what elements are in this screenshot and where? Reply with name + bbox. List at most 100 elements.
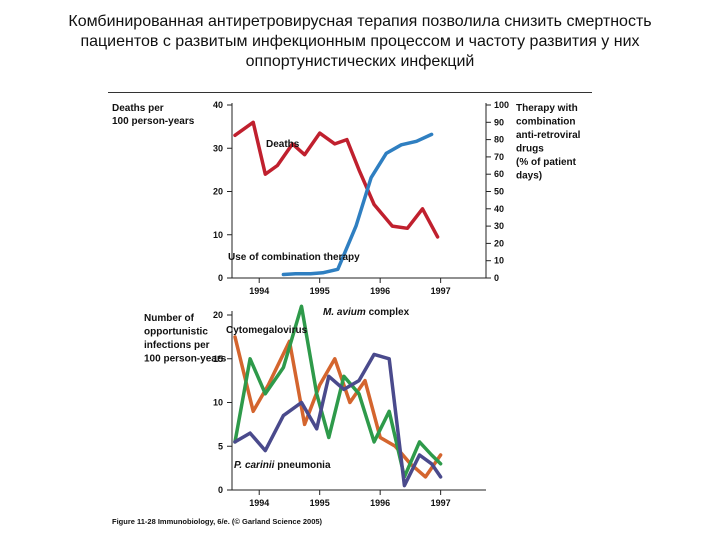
m-avium-series-point	[357, 392, 361, 395]
left-y-axis-label: Deaths per	[112, 103, 164, 114]
right-y-tick-label: 20	[494, 238, 504, 248]
x-tick-label: 1996	[370, 286, 390, 296]
cytomegalovirus-series-point	[303, 423, 306, 426]
cytomegalovirus-series-point	[363, 379, 367, 382]
deaths-point	[251, 121, 255, 124]
y-axis-label: infections per	[144, 340, 210, 351]
right-y-tick-label: 60	[494, 169, 504, 179]
left-y-tick-label: 30	[213, 143, 223, 153]
m-avium-series-point	[282, 366, 285, 369]
m-avium-series-point	[342, 375, 346, 378]
right-y-axis-label: anti-retroviral	[516, 130, 581, 141]
cytomegalovirus-series-point	[233, 335, 237, 339]
deaths-point	[345, 138, 349, 141]
right-y-tick-label: 70	[494, 152, 504, 162]
figure-panel: 0 10 20 30 40 0 10 20 30 40 50 60 70 80 90 100 1994 1995 1…	[108, 92, 592, 533]
deaths-point	[233, 134, 237, 137]
deaths-point	[318, 131, 321, 135]
m-avium-series-point	[315, 392, 318, 395]
p-carinii-series-point	[282, 414, 285, 417]
deaths-point	[372, 203, 376, 206]
x-tick-label: 1994	[249, 286, 269, 296]
right-y-axis-label: (% of patient	[516, 157, 577, 168]
p-carinii-label-italic: P. carinii	[234, 460, 277, 471]
p-carinii-series-point	[357, 379, 361, 382]
left-y-tick-label: 20	[213, 187, 223, 197]
right-y-tick-label: 30	[494, 221, 504, 231]
deaths-series-label: Deaths	[266, 139, 300, 150]
therapy-point	[294, 272, 297, 275]
therapy-point	[430, 133, 433, 136]
p-carinii-series-point	[418, 453, 421, 457]
x-tick-label: 1997	[431, 286, 451, 296]
therapy-point	[400, 143, 403, 146]
x-tick-label: 1995	[310, 286, 330, 296]
y-tick-label: 10	[213, 398, 223, 408]
deaths-point	[291, 142, 294, 146]
p-carinii-series-point	[300, 401, 303, 404]
m-avium-label-normal: complex	[369, 307, 410, 318]
m-avium-series-point	[300, 305, 303, 308]
m-avium-series-point	[372, 440, 376, 444]
right-y-axis-label: combination	[516, 117, 575, 128]
x-tick-label: 1995	[310, 498, 330, 508]
p-carinii-series-point	[248, 431, 252, 435]
deaths-point	[303, 153, 306, 156]
slide-title-line-1: Комбинированная антиретровирусная терапи…	[68, 13, 652, 30]
y-tick-label: 0	[218, 485, 223, 495]
m-avium-series-point	[418, 440, 421, 444]
opportunistic-infections-chart: 0 5 10 15 20 1994 1995 1996 1997 Number of opportu…	[144, 304, 486, 508]
p-carinii-series-point	[430, 462, 433, 465]
p-carinii-series-point	[315, 427, 318, 430]
y-tick-label: 5	[218, 441, 223, 451]
cytomegalovirus-series-point	[439, 453, 442, 457]
p-carinii-series-point	[264, 449, 267, 452]
right-y-axis-label: days)	[516, 171, 542, 182]
deaths-point	[357, 168, 361, 172]
right-y-tick-label: 100	[494, 100, 509, 110]
therapy-point	[354, 224, 358, 228]
x-tick-label: 1997	[431, 498, 451, 508]
y-tick-label: 15	[213, 354, 223, 364]
p-carinii-series-point	[327, 375, 330, 378]
cytomegalovirus-series-point	[318, 383, 321, 387]
y-axis-label: opportunistic	[144, 327, 208, 338]
therapy-point	[369, 176, 373, 179]
m-avium-series-point	[248, 357, 252, 360]
cytomegalovirus-series-point	[348, 401, 352, 404]
p-carinii-series-point	[342, 388, 346, 391]
deaths-point	[406, 227, 409, 230]
left-y-tick-label: 10	[213, 230, 223, 240]
p-carinii-series-point	[388, 357, 391, 360]
right-y-tick-label: 90	[494, 117, 504, 127]
p-carinii-series-point	[233, 440, 237, 444]
deaths-point	[436, 235, 439, 239]
y-axis-label: 100 person-years	[144, 354, 227, 365]
figure-caption: Figure 11-28 Immunobiology, 6/e. (© Garl…	[112, 517, 323, 526]
m-avium-series-point	[388, 410, 391, 413]
p-carinii-series-point	[372, 353, 376, 356]
slide-title-line-2: пациентов с развитым инфекционным процес…	[80, 33, 640, 50]
right-y-tick-label: 0	[494, 273, 499, 283]
cytomegalovirus-series-point	[378, 436, 382, 439]
deaths-point	[333, 142, 337, 146]
x-tick-label: 1994	[249, 498, 269, 508]
left-y-axis-label: 100 person-years	[112, 116, 195, 127]
deaths-point	[264, 173, 267, 176]
m-avium-series-point	[327, 436, 330, 439]
right-y-tick-label: 10	[494, 256, 504, 266]
therapy-point	[415, 140, 418, 143]
right-y-tick-label: 80	[494, 135, 504, 145]
cytomegalovirus-series-point	[333, 357, 337, 360]
p-carinii-label: P. carinii pneumonia	[234, 460, 331, 471]
m-avium-series-point	[264, 392, 267, 395]
right-y-axis-label: drugs	[516, 144, 544, 155]
p-carinii-series-point	[403, 484, 406, 487]
cytomegalovirus-series-point	[424, 475, 427, 479]
deaths-chart: 0 10 20 30 40 0 10 20 30 40 50 60 70 80 90 100 1994 1995 1…	[112, 100, 581, 296]
cytomegalovirus-label: Cytomegalovirus	[226, 325, 308, 336]
deaths-point	[391, 224, 394, 228]
therapy-point	[336, 268, 340, 271]
therapy-point	[282, 273, 285, 276]
